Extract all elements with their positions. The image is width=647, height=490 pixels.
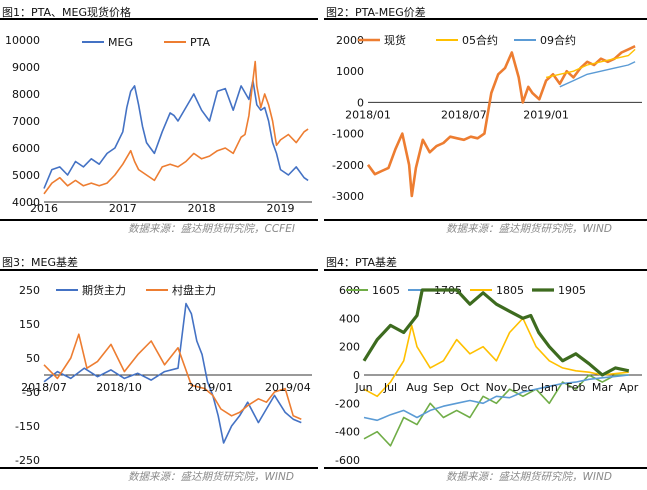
- series-line-1705: [363, 374, 629, 422]
- x-tick-label-5: Nov: [486, 381, 508, 394]
- y-tick-label-0: -250: [15, 454, 40, 467]
- chart-meg-basis: -250 -150 -50 50 150 250 期货主力 村盘主力 2018/07 2018/1…: [15, 283, 312, 467]
- series-line-1905: [362, 288, 630, 377]
- series-line-PTA: [43, 60, 309, 195]
- panel1-rule: [0, 18, 318, 20]
- panel2-title: 图2：PTA-MEG价差: [326, 6, 426, 19]
- legend-label-1805: 1805: [496, 284, 524, 297]
- x-tick-label-0: 2018/01: [345, 108, 391, 121]
- x-tick-label-6: Dec: [512, 381, 533, 394]
- x-tick-label-1: Jul: [383, 381, 397, 394]
- y-tick-label-5: 250: [19, 284, 40, 297]
- y-tick-label-1: -150: [15, 420, 40, 433]
- series-line-05合约: [545, 48, 636, 79]
- panel3-source: 数据来源：盛达期货研究院，WIND: [128, 471, 294, 483]
- panel1-source: 数据来源：盛达期货研究院，CCFEI: [128, 223, 295, 235]
- y-tick-label-4: 150: [19, 318, 40, 331]
- panel2-source: 数据来源：盛达期货研究院，WIND: [446, 223, 612, 235]
- series-line-现货: [366, 45, 636, 198]
- y-tick-label-1: -400: [335, 426, 360, 439]
- x-tick-label-3: 2019/04: [265, 381, 311, 394]
- series-line-09合约: [559, 61, 636, 88]
- y-tick-label-2: -200: [335, 397, 360, 410]
- series-line-村盘主力: [43, 333, 302, 420]
- chart-pta-meg-spread: -3000 -2000 -1000 0 1000 2000 现货 05合约 09合约 2018/0…: [332, 33, 642, 203]
- x-tick-label-8: Feb: [566, 381, 585, 394]
- x-tick-label-9: Mar: [592, 381, 613, 394]
- x-tick-label-3: 2019: [266, 202, 294, 215]
- y-tick-label-5: 2000: [336, 34, 364, 47]
- y-tick-label-3: 0: [357, 96, 364, 109]
- legend-label-PTA: PTA: [190, 36, 210, 49]
- panel4-rule: [324, 269, 647, 271]
- y-tick-label-6: 10000: [5, 34, 40, 47]
- legend-label-1605: 1605: [372, 284, 400, 297]
- x-tick-label-2: Aug: [406, 381, 427, 394]
- panel2-rule-bottom: [324, 219, 647, 221]
- x-tick-label-0: 2018/07: [21, 381, 67, 394]
- y-tick-label-0: -600: [335, 454, 360, 467]
- y-tick-label-3: 50: [26, 352, 40, 365]
- panel3-rule-bottom: [0, 467, 318, 469]
- panel4-rule-bottom: [324, 467, 647, 469]
- y-tick-label-4: 1000: [336, 65, 364, 78]
- y-tick-label-5: 9000: [12, 61, 40, 74]
- y-tick-label-0: -3000: [332, 190, 364, 203]
- x-tick-label-3: Sep: [433, 381, 454, 394]
- legend-label-MEG: MEG: [108, 36, 133, 49]
- series-line-期货主力: [43, 302, 302, 444]
- y-tick-label-2: 6000: [12, 142, 40, 155]
- y-tick-label-2: -1000: [332, 128, 364, 141]
- y-tick-label-5: 400: [339, 312, 360, 325]
- x-tick-label-1: 2017: [109, 202, 137, 215]
- y-tick-label-1: 5000: [12, 169, 40, 182]
- y-tick-label-4: 200: [339, 341, 360, 354]
- series-line-MEG: [43, 79, 309, 189]
- legend-label-期货主力: 期货主力: [82, 283, 126, 297]
- panel1-title: 图1：PTA、MEG现货价格: [2, 6, 131, 19]
- chart-pta-meg-price: 4000 5000 6000 7000 8000 9000 10000 MEG PTA 2016 2…: [5, 34, 312, 215]
- legend-label-1905: 1905: [558, 284, 586, 297]
- y-tick-label-0: 4000: [12, 196, 40, 209]
- panel3-rule: [0, 269, 318, 271]
- y-tick-label-4: 8000: [12, 88, 40, 101]
- y-tick-label-2: -50: [22, 386, 40, 399]
- series-line-1805: [363, 317, 629, 398]
- x-tick-label-4: Oct: [460, 381, 480, 394]
- y-tick-label-3: 7000: [12, 115, 40, 128]
- x-tick-label-1: 2018/10: [96, 381, 142, 394]
- x-tick-label-1: 2018/07: [441, 108, 487, 121]
- panel3-title: 图3：MEG基差: [2, 256, 78, 269]
- x-tick-label-0: Jun: [354, 381, 372, 394]
- x-tick-label-7: Jan: [540, 381, 558, 394]
- legend-label-09合约: 09合约: [540, 33, 576, 47]
- panel4-title: 图4：PTA基差: [326, 256, 398, 269]
- x-tick-label-10: Apr: [619, 381, 639, 394]
- x-tick-label-2: 2019/01: [187, 381, 233, 394]
- y-tick-label-3: 0: [353, 369, 360, 382]
- panel4-source: 数据来源：盛达期货研究院，WIND: [446, 471, 612, 483]
- legend-label-现货: 现货: [384, 33, 406, 47]
- legend-label-05合约: 05合约: [462, 33, 498, 47]
- x-tick-label-2: 2019/01: [523, 108, 569, 121]
- legend-label-村盘主力: 村盘主力: [172, 283, 216, 297]
- panel1-rule-bottom: [0, 219, 318, 221]
- y-tick-label-1: -2000: [332, 159, 364, 172]
- x-tick-label-0: 2016: [30, 202, 58, 215]
- panel2-rule: [324, 18, 647, 20]
- x-tick-label-2: 2018: [188, 202, 216, 215]
